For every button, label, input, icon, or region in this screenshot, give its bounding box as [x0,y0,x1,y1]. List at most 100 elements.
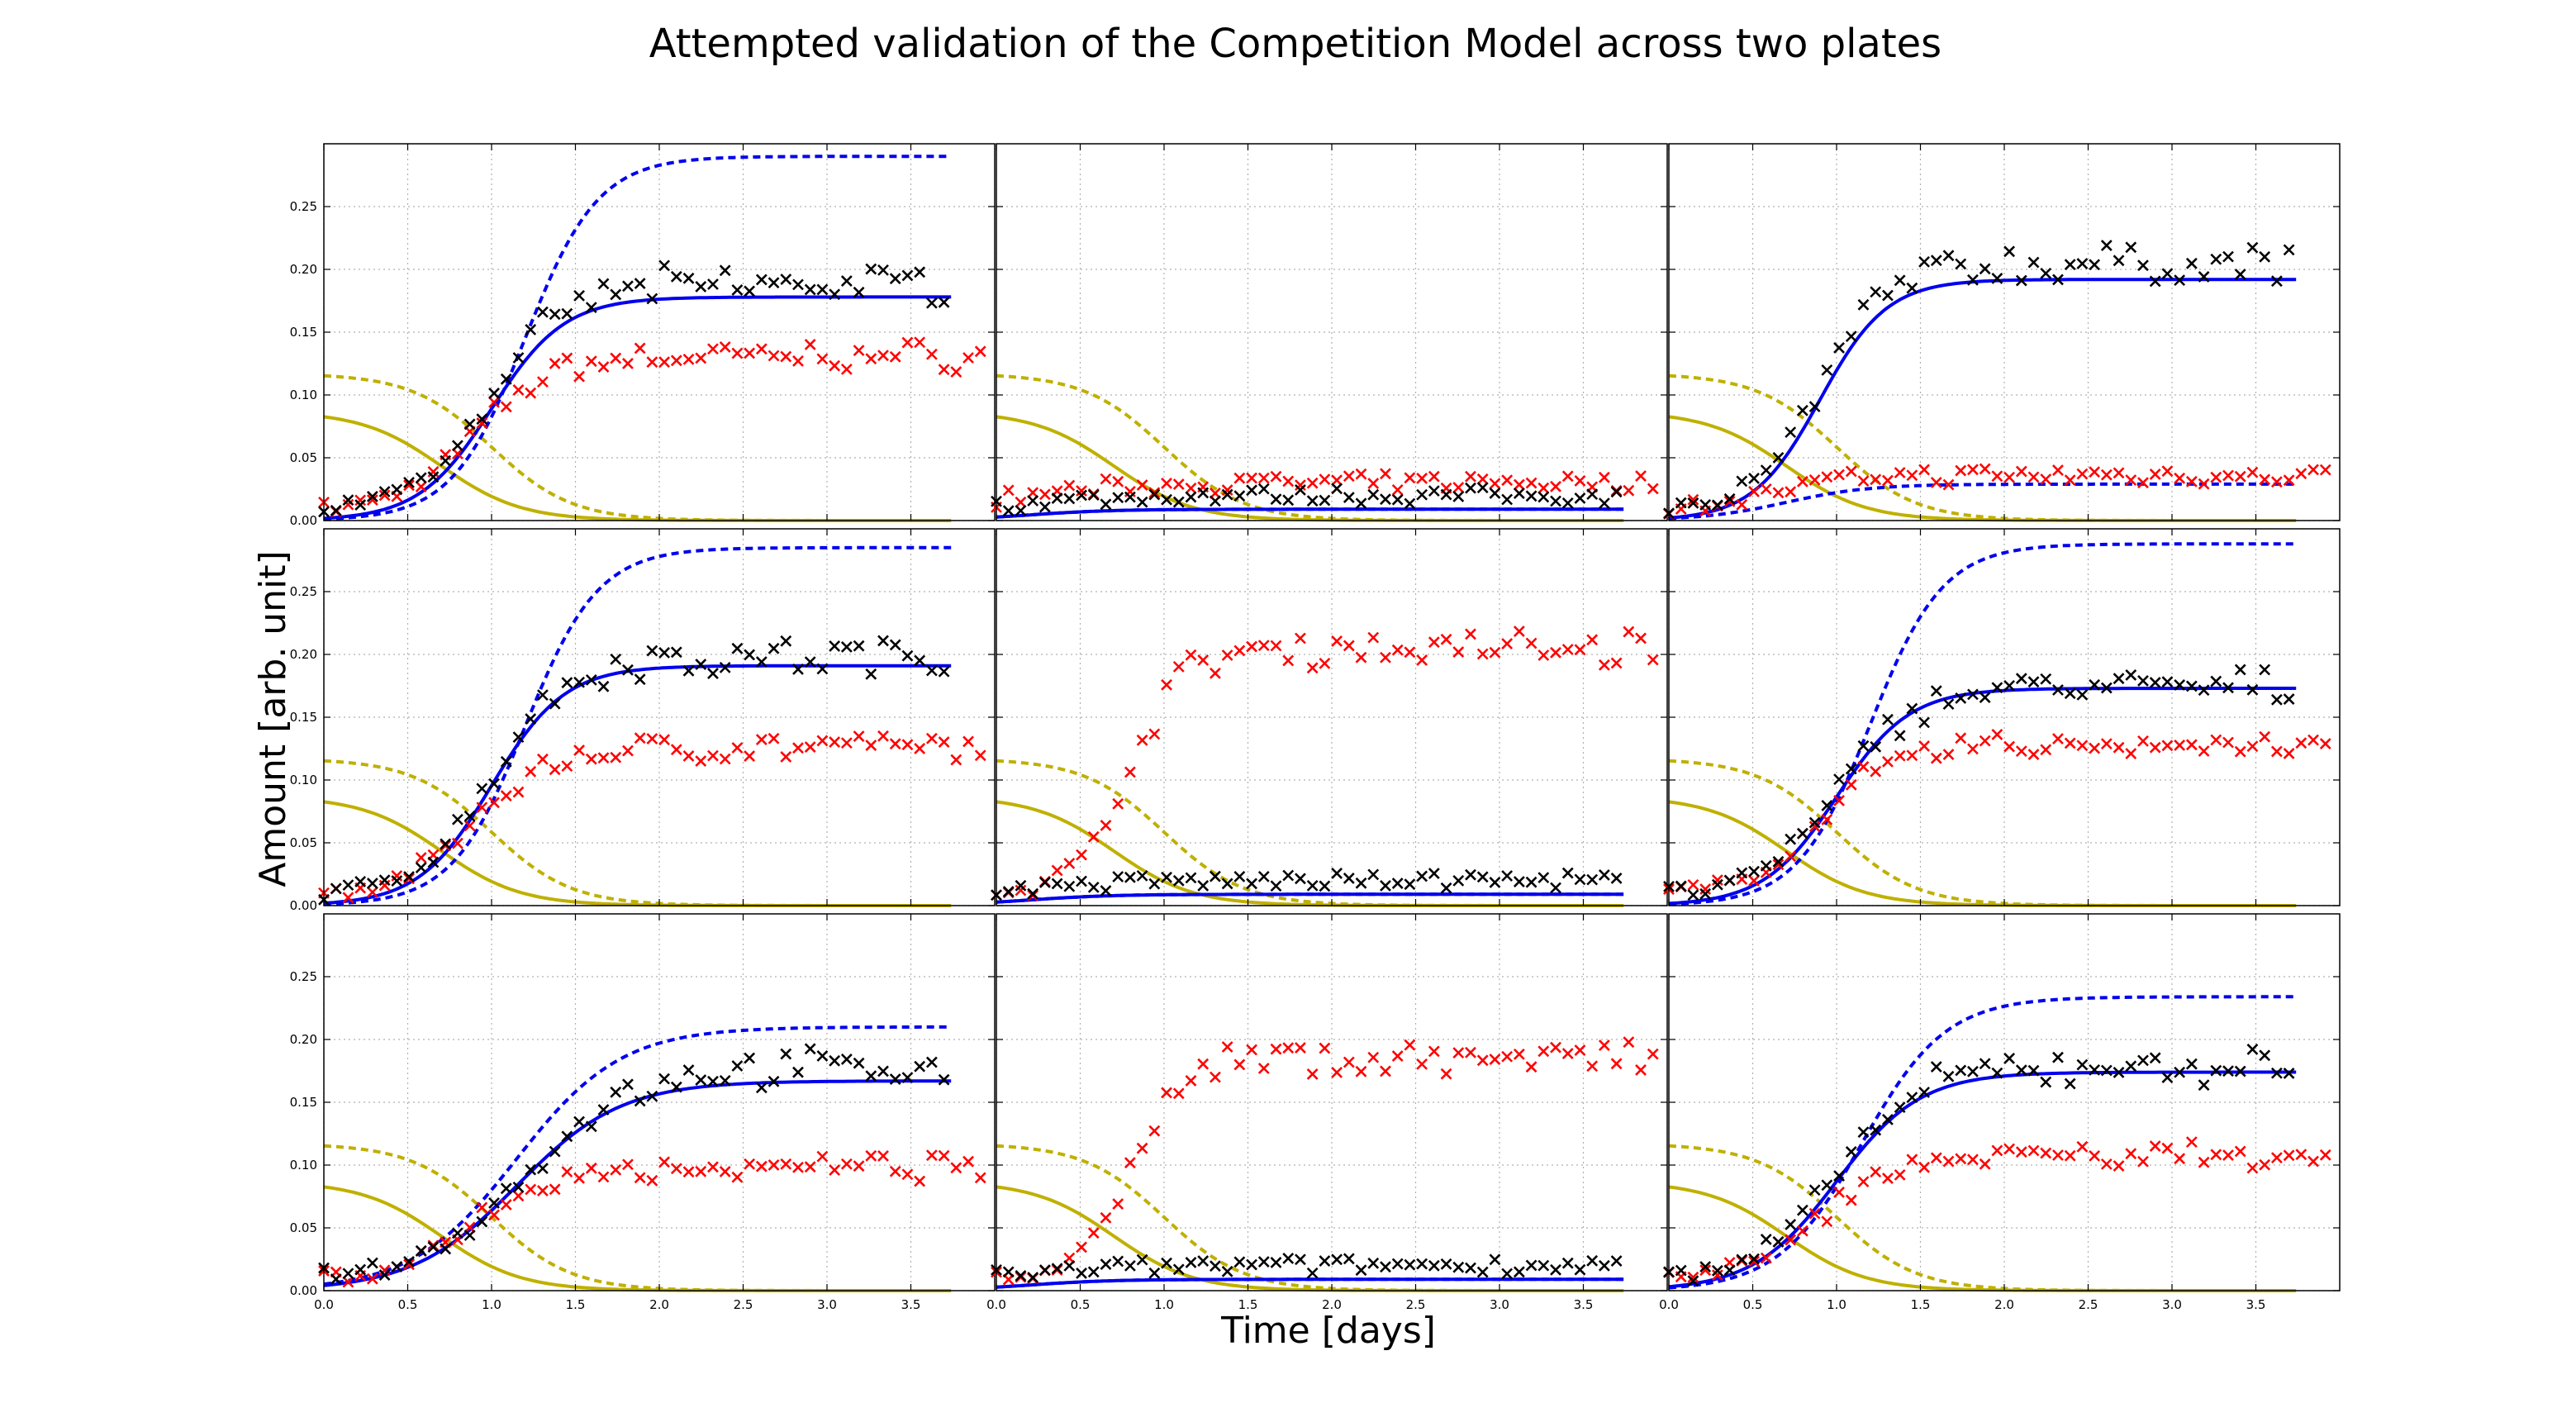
red-data-point [804,339,816,350]
black-data-point [1711,499,1723,511]
red-data-point [1525,477,1538,489]
red-data-point [731,742,744,754]
black-data-point [865,668,877,680]
black-data-point [391,875,403,887]
red-data-point [2270,476,2283,488]
black-data-point [2003,679,2016,692]
red-data-point [1416,1058,1428,1070]
black-data-point [536,689,549,702]
black-data-point [1331,1253,1343,1266]
red-data-point [974,1172,986,1184]
yellow-dashed-line [1668,759,2297,907]
red-data-point [1942,1155,1955,1168]
black-data-point [1027,1272,1039,1284]
black-data-point [342,1268,354,1280]
black-data-point [1979,1058,1991,1070]
red-data-point [1367,1051,1380,1063]
black-data-point [1699,887,1712,900]
red-data-point [1440,1068,1452,1080]
red-data-point [1821,813,1833,825]
red-data-point [2149,469,2161,480]
red-data-point [1343,640,1355,652]
red-data-point [1882,1173,1894,1184]
red-data-point [1015,496,1027,508]
black-data-point [2246,1044,2259,1055]
black-data-point [427,1241,440,1253]
red-data-point [512,384,525,396]
black-data-point [1221,878,1233,890]
red-data-point [1100,1211,1112,1224]
black-data-point [2259,250,2271,263]
black-data-point [1882,1113,1894,1125]
black-data-point [1955,1064,1967,1077]
black-data-point [1821,799,1833,811]
black-data-point [1257,1256,1270,1268]
black-data-point [622,1078,634,1091]
black-data-point [2064,259,2076,271]
panel-5 [991,528,1668,907]
red-data-point [1063,858,1076,869]
red-data-point [634,1172,646,1184]
red-data-point [1221,1041,1233,1053]
black-data-point [695,1074,707,1087]
black-data-point [1221,488,1233,501]
red-data-point [1906,469,1918,482]
black-data-point [1343,1253,1355,1265]
x-tick-label: 2.5 [2079,1297,2098,1312]
red-data-point [865,740,877,752]
red-data-point [2027,471,2040,483]
red-data-point [1857,760,1870,773]
red-data-point [622,744,634,757]
red-data-point [1185,1075,1197,1087]
black-data-point [1711,878,1723,891]
black-data-point [1440,1258,1452,1270]
black-data-point [2270,275,2283,288]
black-data-point [1736,1253,1748,1266]
blue-solid-line [1668,278,2297,520]
x-tick-label: 2.5 [1406,1297,1426,1312]
red-data-point [695,755,707,767]
red-data-point [585,1162,597,1174]
red-data-point [1270,470,1282,483]
red-data-point [1476,1054,1489,1067]
red-data-point [682,353,695,365]
black-data-point [1489,877,1501,888]
y-tick-label: 0.05 [290,1220,317,1235]
red-data-point [1465,470,1476,483]
red-data-point [1796,475,1808,488]
red-data-point [403,1258,415,1271]
red-data-point [1955,464,1967,477]
red-data-point [1076,485,1087,497]
black-data-point [792,664,804,675]
x-tick-label: 2.0 [1994,1297,2014,1312]
blue-solid-line [323,295,952,521]
black-data-point [476,782,488,795]
red-data-point [2064,474,2076,487]
black-data-point [1185,1257,1197,1268]
black-data-point [2003,1053,2016,1064]
black-data-point [804,283,816,296]
red-data-point [573,370,585,383]
red-data-point [2270,745,2283,758]
black-data-point [427,856,440,868]
red-data-point [877,350,889,362]
black-data-point [914,1060,926,1073]
black-data-point [476,1215,488,1228]
red-data-point [792,355,804,367]
red-data-point [2210,471,2222,483]
black-data-point [1967,274,1979,286]
red-data-point [1808,1207,1821,1220]
black-data-point [1870,286,1882,298]
red-data-point [2100,738,2113,750]
y-tick-label: 0.15 [290,325,317,340]
black-data-point [1748,1253,1760,1265]
black-data-point [512,1181,525,1193]
red-data-point [634,342,646,354]
black-data-point [840,1053,853,1065]
black-data-point [829,288,841,301]
red-data-point [1760,1252,1772,1264]
black-data-point [634,673,646,686]
black-data-point [1796,1204,1808,1216]
black-data-point [755,1082,768,1094]
red-data-point [342,1276,354,1288]
